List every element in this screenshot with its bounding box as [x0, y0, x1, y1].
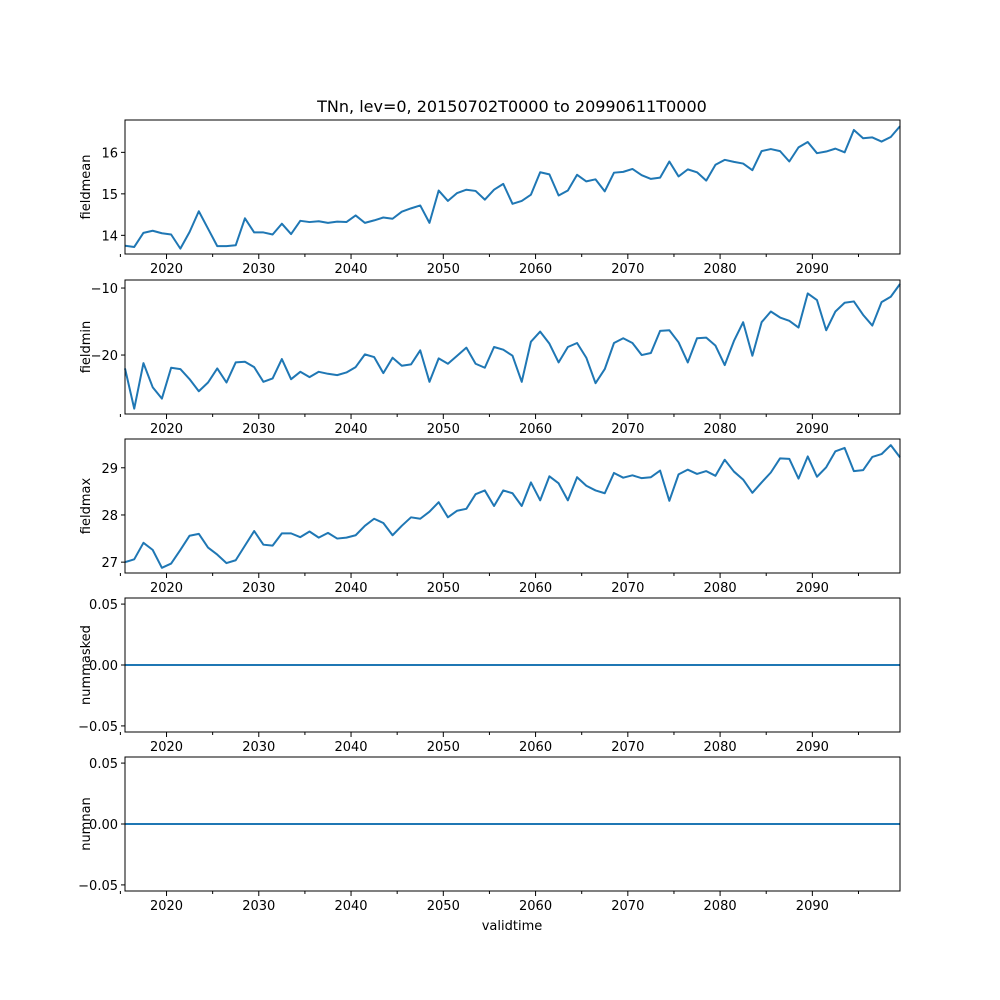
fieldmean-x-tick-label: 2030: [242, 262, 275, 277]
fieldmin-axes-frame: [124, 279, 901, 415]
numnan-x-tick-label: 2040: [334, 899, 367, 914]
fieldmax-y-axis-label: fieldmax: [79, 478, 94, 535]
nummasked-x-tick-label: 2060: [519, 740, 552, 755]
numnan-x-tick-label: 2060: [519, 899, 552, 914]
fieldmax-x-tick-label: 2020: [150, 581, 183, 596]
fieldmin-x-tick-label: 2030: [242, 422, 275, 437]
panel-fieldmax: 27 28 29 2020 2030 2040 2050 2060 2070 2080 2090 fi…: [79, 438, 901, 596]
fieldmax-series-line: [124, 444, 901, 569]
fieldmin-y-tick-label: −10: [91, 282, 118, 297]
fieldmax-x-tick-label: 2050: [427, 581, 460, 596]
panels: 14 15 16 2020 2030 2040 2050 2060 2070 2080 2090 fi…: [78, 119, 901, 914]
fieldmax-x-tick-label: 2030: [242, 581, 275, 596]
fieldmax-x-tick-label: 2070: [611, 581, 644, 596]
fieldmean-x-tick-label: 2040: [334, 262, 367, 277]
fieldmean-x-tick-label: 2060: [519, 262, 552, 277]
nummasked-y-axis-label: nummasked: [79, 625, 94, 705]
numnan-x-tick-label: 2050: [427, 899, 460, 914]
fieldmax-y-tick-label: 29: [101, 462, 118, 477]
numnan-x-tick-label: 2080: [704, 899, 737, 914]
fieldmin-y-axis-label: fieldmin: [79, 321, 94, 374]
numnan-x-tick-label: 2070: [611, 899, 644, 914]
fieldmax-x-tick-label: 2080: [704, 581, 737, 596]
fieldmax-x-tick-label: 2060: [519, 581, 552, 596]
nummasked-x-tick-label: 2070: [611, 740, 644, 755]
numnan-y-axis-label: numnan: [79, 797, 94, 851]
fieldmax-y-tick-label: 27: [101, 556, 118, 571]
numnan-y-tick-label: 0.00: [89, 818, 118, 833]
numnan-y-tick-label: −0.05: [78, 879, 118, 894]
fieldmean-x-tick-label: 2090: [796, 262, 829, 277]
panel-nummasked: −0.05 0.00 0.05 2020 2030 2040 2050 2060 2070 208…: [78, 597, 901, 755]
nummasked-x-tick-label: 2030: [242, 740, 275, 755]
fieldmax-x-tick-label: 2090: [796, 581, 829, 596]
fieldmean-series-line: [124, 125, 901, 250]
fieldmean-axes-frame: [124, 119, 901, 255]
fieldmin-series-line: [124, 283, 901, 410]
chart-title: TNn, lev=0, 20150702T0000 to 20990611T00…: [316, 97, 707, 116]
fieldmin-x-tick-label: 2020: [150, 422, 183, 437]
numnan-x-tick-label: 2020: [150, 899, 183, 914]
fieldmin-x-tick-label: 2060: [519, 422, 552, 437]
fieldmean-x-tick-label: 2020: [150, 262, 183, 277]
fieldmin-x-tick-label: 2080: [704, 422, 737, 437]
nummasked-x-tick-label: 2050: [427, 740, 460, 755]
numnan-x-tick-label: 2090: [796, 899, 829, 914]
numnan-x-tick-label: 2030: [242, 899, 275, 914]
nummasked-y-tick-label: 0.00: [89, 659, 118, 674]
nummasked-x-tick-label: 2090: [796, 740, 829, 755]
fieldmin-x-tick-label: 2040: [334, 422, 367, 437]
x-axis-label: validtime: [482, 919, 543, 934]
fieldmean-x-tick-label: 2070: [611, 262, 644, 277]
panel-fieldmean: 14 15 16 2020 2030 2040 2050 2060 2070 2080 2090 fi…: [79, 119, 901, 277]
numnan-y-tick-label: 0.05: [89, 757, 118, 772]
panel-fieldmin: −20 −10 2020 2030 2040 2050 2060 2070 2080 2090 fi…: [79, 279, 901, 437]
fieldmax-x-tick-label: 2040: [334, 581, 367, 596]
nummasked-x-tick-label: 2040: [334, 740, 367, 755]
fieldmin-y-tick-label: −20: [91, 349, 118, 364]
fieldmean-y-tick-label: 16: [101, 146, 118, 161]
nummasked-y-tick-label: −0.05: [78, 720, 118, 735]
fieldmean-x-tick-label: 2080: [704, 262, 737, 277]
fieldmin-x-tick-label: 2070: [611, 422, 644, 437]
fieldmean-x-tick-label: 2050: [427, 262, 460, 277]
nummasked-x-tick-label: 2020: [150, 740, 183, 755]
fieldmin-x-tick-label: 2050: [427, 422, 460, 437]
fieldmean-y-tick-label: 14: [101, 229, 118, 244]
fieldmean-y-axis-label: fieldmean: [79, 155, 94, 220]
fieldmin-x-tick-label: 2090: [796, 422, 829, 437]
fieldmax-axes-frame: [124, 438, 901, 574]
nummasked-x-tick-label: 2080: [704, 740, 737, 755]
fieldmean-y-tick-label: 15: [101, 188, 118, 203]
panel-numnan: −0.05 0.00 0.05 2020 2030 2040 2050 2060 2070 208…: [78, 756, 901, 914]
fieldmax-y-tick-label: 28: [101, 509, 118, 524]
nummasked-y-tick-label: 0.05: [89, 598, 118, 613]
